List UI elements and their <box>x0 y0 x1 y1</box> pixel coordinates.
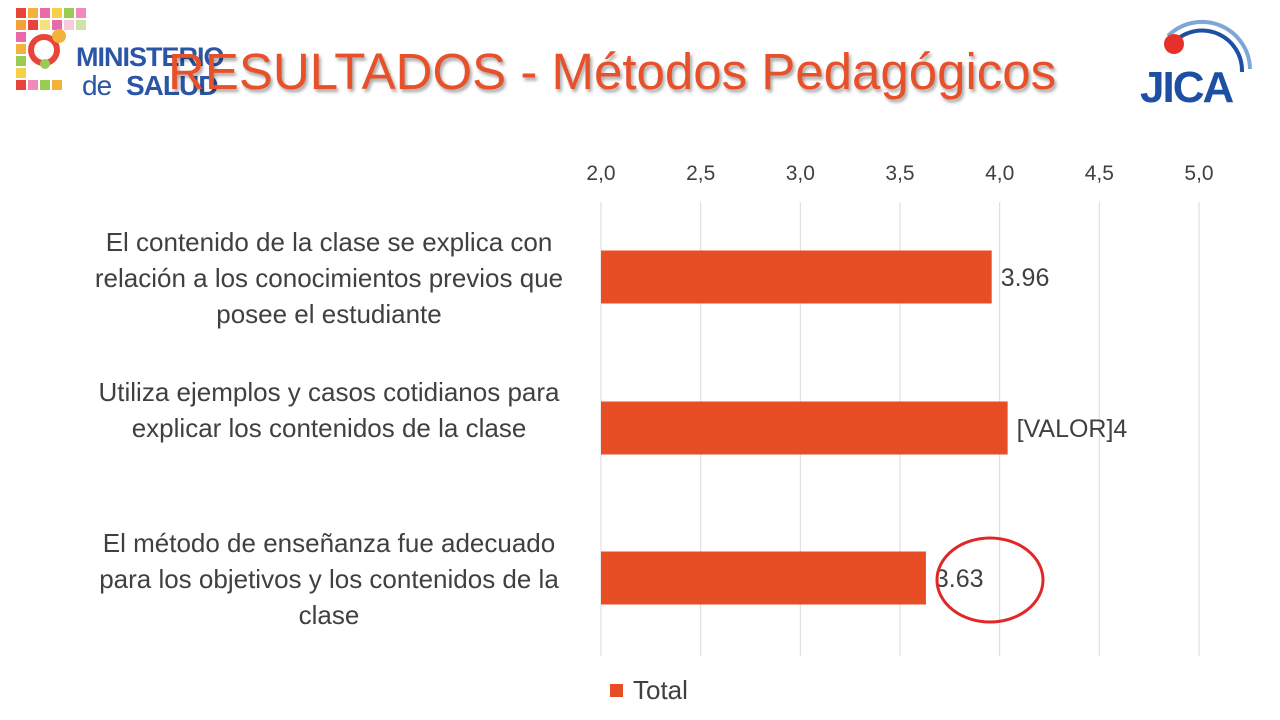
bars <box>601 250 1008 605</box>
x-tick-label: 2,0 <box>586 162 615 185</box>
bar <box>601 250 992 304</box>
x-tick-label: 3,0 <box>786 162 815 185</box>
logo-mosaic-icon <box>16 8 86 90</box>
category-label: El contenido de la clase se explica con … <box>94 227 564 329</box>
category-label: El método de enseñanza fue adecuado para… <box>99 528 559 630</box>
x-tick-label: 4,5 <box>1085 162 1114 185</box>
x-tick-label: 5,0 <box>1184 162 1213 185</box>
highlight-circle <box>935 536 1045 624</box>
x-tick-label: 3,5 <box>885 162 914 185</box>
slide-title: RESULTADOS - Métodos Pedagógicos <box>168 43 1057 100</box>
logo-de-text: de <box>82 70 112 101</box>
legend: Total <box>610 675 688 706</box>
x-tick-label: 4,0 <box>985 162 1014 185</box>
bar <box>601 551 926 605</box>
ministerio-de-salud-logo: MINISTERIO de SALUD <box>14 6 236 104</box>
legend-label: Total <box>633 675 688 705</box>
logo-salud-text: SALUD <box>126 70 218 101</box>
x-axis-ticks: 2,0 2,5 3,0 3,5 4,0 4,5 5,0 <box>586 162 1213 185</box>
logo-ministerio-text: MINISTERIO <box>76 42 225 72</box>
x-tick-label: 2,5 <box>686 162 715 185</box>
data-label: 3.96 <box>1001 264 1050 292</box>
bar <box>601 401 1008 455</box>
jica-logo-text: JICA <box>1140 63 1234 112</box>
legend-swatch <box>610 684 623 697</box>
category-label: Utiliza ejemplos y casos cotidianos para… <box>98 377 560 443</box>
data-labels: 3.96 [VALOR]4 3.63 <box>935 264 1128 593</box>
data-label: 3.63 <box>935 565 984 593</box>
data-label: [VALOR]4 <box>1017 415 1128 443</box>
jica-logo: JICA <box>1138 14 1256 114</box>
jica-globe-icon <box>1164 19 1252 73</box>
